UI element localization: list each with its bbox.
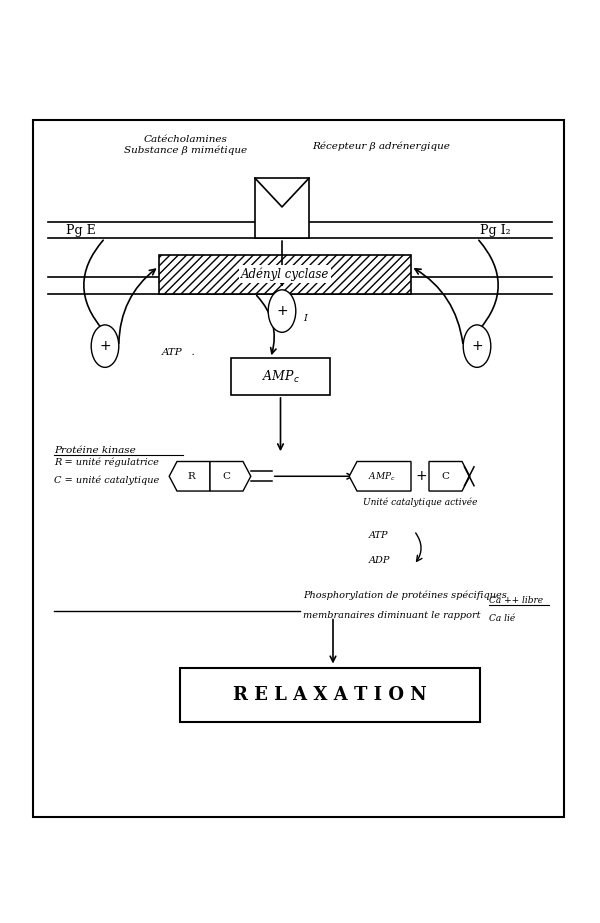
Text: C: C (223, 472, 230, 481)
Circle shape (91, 325, 119, 367)
Text: +: + (471, 339, 483, 354)
Text: R E L A X A T I O N: R E L A X A T I O N (233, 686, 427, 704)
Text: ATP   .: ATP . (162, 348, 196, 357)
Text: R = unité régulatrice: R = unité régulatrice (54, 458, 159, 467)
Text: Ca lié: Ca lié (489, 614, 515, 623)
Polygon shape (429, 462, 470, 491)
FancyBboxPatch shape (180, 668, 480, 722)
Text: I: I (303, 314, 307, 323)
Circle shape (463, 325, 491, 367)
Polygon shape (210, 462, 251, 491)
Text: ADP: ADP (369, 556, 391, 565)
Text: C: C (442, 472, 449, 481)
Text: Catécholamines
Substance β mimétique: Catécholamines Substance β mimétique (124, 135, 248, 155)
Text: R: R (187, 472, 195, 481)
Text: AMP$_c$: AMP$_c$ (368, 470, 395, 483)
Text: C = unité catalytique: C = unité catalytique (54, 475, 159, 485)
Text: Protéine kinase: Protéine kinase (54, 446, 136, 455)
Text: AMP$_c$: AMP$_c$ (262, 368, 299, 385)
Polygon shape (169, 462, 210, 491)
Text: +: + (416, 469, 427, 484)
Text: +: + (99, 339, 111, 354)
Text: Récepteur β adrénergique: Récepteur β adrénergique (312, 142, 450, 151)
Text: +: + (276, 304, 288, 318)
Text: Pg E: Pg E (66, 224, 96, 237)
Text: Adényl cyclase: Adényl cyclase (241, 268, 329, 281)
Text: Ca ++ libre: Ca ++ libre (489, 596, 543, 605)
Text: ATP: ATP (369, 531, 389, 540)
Text: Unité catalytique activée: Unité catalytique activée (363, 497, 478, 507)
FancyBboxPatch shape (255, 178, 309, 238)
Text: membranaires diminuant le rapport: membranaires diminuant le rapport (303, 611, 481, 620)
Text: Phosphorylation de protéines spécifiques: Phosphorylation de protéines spécifiques (303, 591, 507, 600)
FancyBboxPatch shape (159, 255, 411, 294)
Text: Pg I₂: Pg I₂ (479, 224, 511, 237)
Polygon shape (349, 462, 411, 491)
FancyBboxPatch shape (231, 358, 330, 395)
FancyBboxPatch shape (33, 120, 564, 817)
Circle shape (268, 290, 296, 332)
